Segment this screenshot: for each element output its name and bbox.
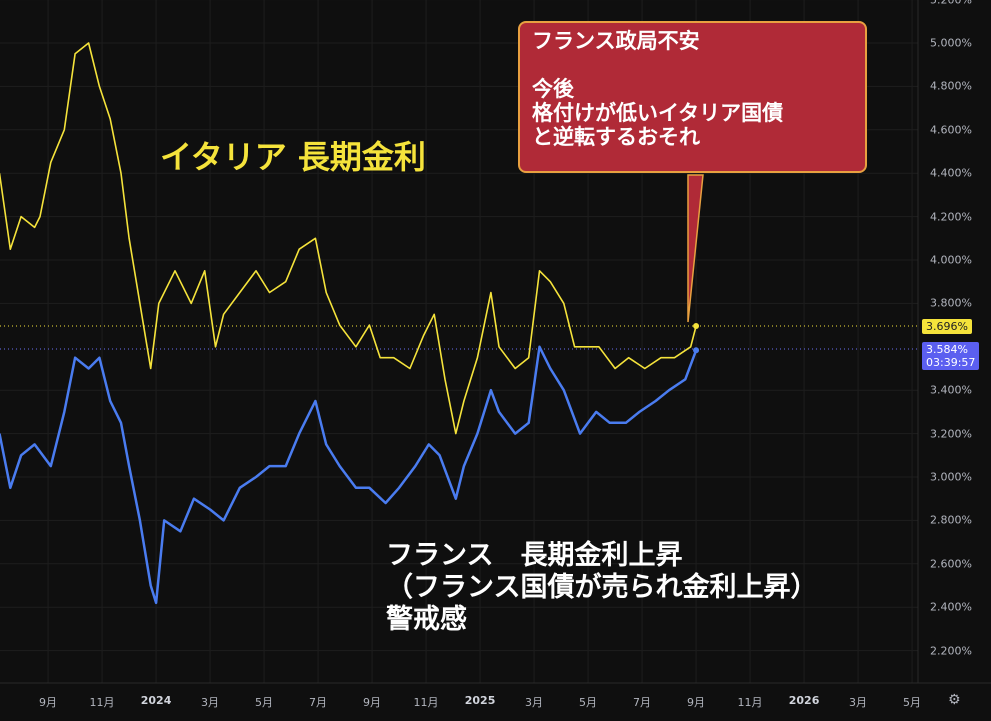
y-tick-label: 4.600% bbox=[930, 123, 972, 137]
callout-box: フランス政局不安 今後 格付けが低いイタリア国債 と逆転するおそれ bbox=[518, 21, 867, 173]
y-tick-label: 2.200% bbox=[930, 644, 972, 658]
x-tick-label: 3月 bbox=[525, 696, 544, 709]
y-tick-label: 5.000% bbox=[930, 36, 972, 50]
france-line: （フランス国債が売られ金利上昇） bbox=[386, 572, 818, 603]
callout-pointer bbox=[687, 174, 704, 323]
x-tick-label: 7月 bbox=[633, 696, 652, 709]
gear-icon[interactable]: ⚙ bbox=[948, 692, 961, 708]
y-tick-label: 4.400% bbox=[930, 166, 972, 180]
france-yield-line bbox=[0, 345, 698, 605]
y-tick-label: 3.000% bbox=[930, 470, 972, 484]
y-tick-label: 2.800% bbox=[930, 513, 972, 527]
france-line: フランス 長期金利上昇 bbox=[386, 540, 683, 571]
x-tick-label: 2025 bbox=[464, 694, 496, 707]
x-tick-label: 7月 bbox=[309, 696, 328, 709]
x-tick-label: 2024 bbox=[140, 694, 172, 707]
x-tick-label: 11月 bbox=[89, 696, 115, 709]
x-tick-label: 5月 bbox=[579, 696, 598, 709]
callout-line: 格付けが低いイタリア国債 bbox=[532, 101, 784, 125]
y-tick-label: 3.400% bbox=[930, 383, 972, 397]
y-tick-label: 4.000% bbox=[930, 253, 972, 267]
x-tick-label: 9月 bbox=[363, 696, 382, 709]
y-tick-label: 2.600% bbox=[930, 557, 972, 571]
italy-price-label: 3.696% bbox=[922, 319, 972, 334]
x-tick-label: 3月 bbox=[849, 696, 868, 709]
y-tick-label: 4.200% bbox=[930, 210, 972, 224]
x-tick-label: 5月 bbox=[903, 696, 922, 709]
x-tick-label: 9月 bbox=[687, 696, 706, 709]
callout-line: と逆転するおそれ bbox=[532, 125, 700, 149]
callout-line bbox=[532, 53, 865, 77]
bar-countdown: 03:39:57 bbox=[926, 356, 976, 369]
italy-last-point bbox=[693, 322, 700, 329]
x-tick-label: 9月 bbox=[39, 696, 58, 709]
france-last-point bbox=[693, 347, 700, 354]
x-tick-label: 5月 bbox=[255, 696, 274, 709]
italy-yield-line bbox=[0, 42, 697, 435]
y-tick-label: 4.800% bbox=[930, 79, 972, 93]
x-tick-label: 11月 bbox=[737, 696, 763, 709]
x-tick-label: 11月 bbox=[413, 696, 439, 709]
france-annotation: フランス 長期金利上昇 （フランス国債が売られ金利上昇） 警戒感 bbox=[386, 540, 817, 636]
france-line: 警戒感 bbox=[386, 604, 467, 635]
x-tick-label: 3月 bbox=[201, 696, 220, 709]
grid bbox=[0, 0, 918, 683]
callout-line: 今後 bbox=[532, 77, 574, 101]
y-tick-label: 3.200% bbox=[930, 427, 972, 441]
x-tick-label: 2026 bbox=[788, 694, 820, 707]
y-tick-label: 3.800% bbox=[930, 296, 972, 310]
italy-label: イタリア 長期金利 bbox=[160, 138, 426, 176]
france-price-value: 3.584% bbox=[926, 343, 968, 356]
y-tick-label: 2.400% bbox=[930, 600, 972, 614]
callout-line: フランス政局不安 bbox=[532, 29, 700, 53]
y-tick-label: 5.200% bbox=[930, 0, 972, 6]
france-price-label: 3.584% 03:39:57 bbox=[922, 342, 980, 370]
